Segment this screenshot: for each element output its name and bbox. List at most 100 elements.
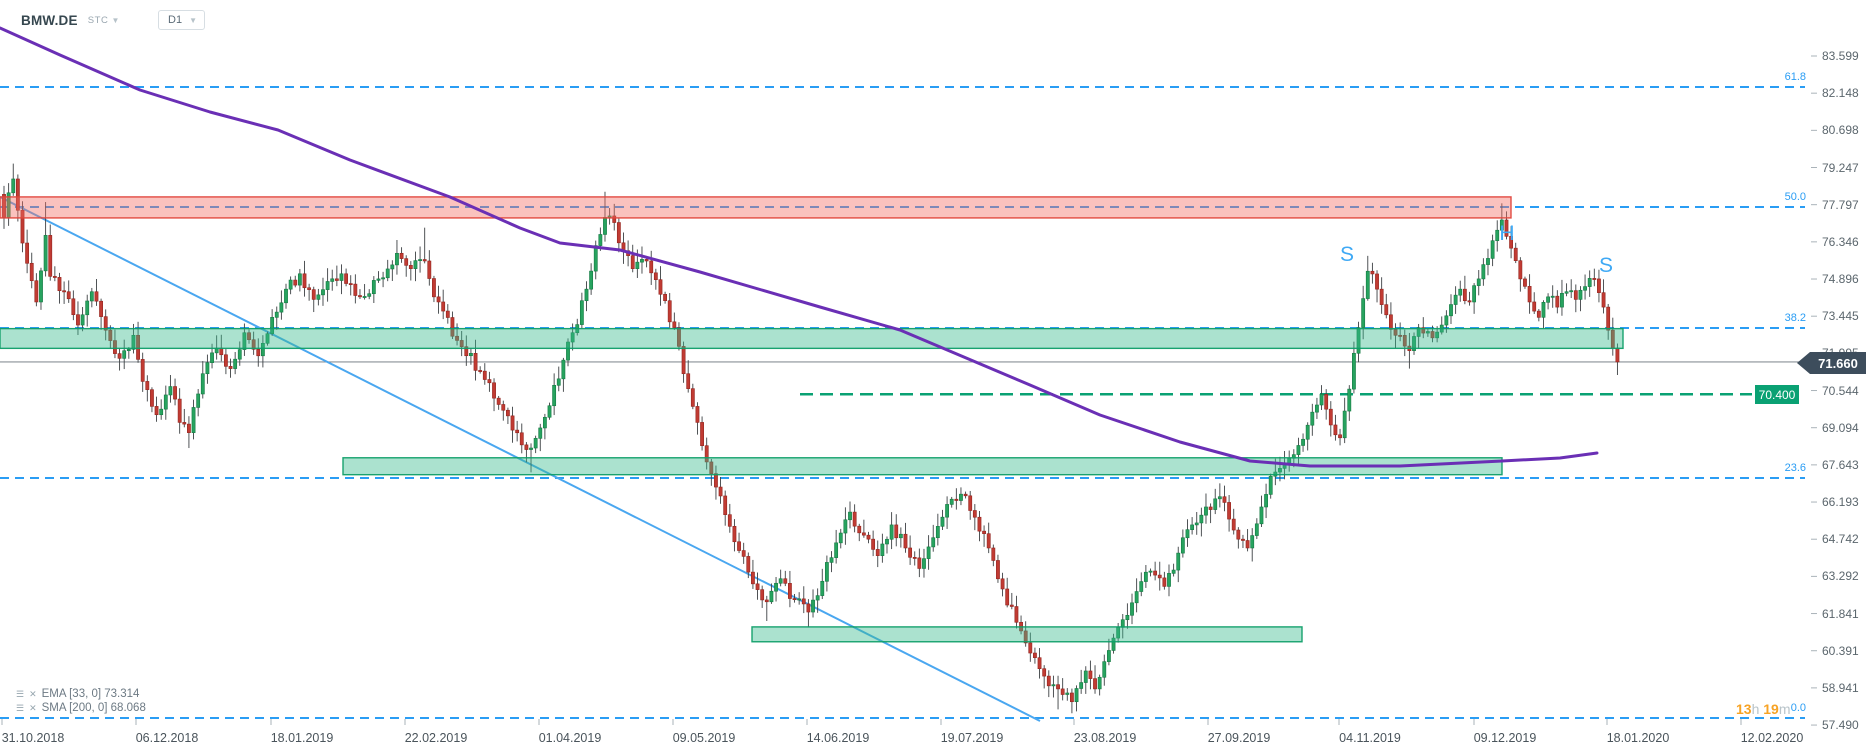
candle-body: [1023, 630, 1028, 644]
candle-body: [233, 358, 238, 369]
candle-body: [510, 415, 515, 431]
candle-body: [76, 314, 80, 326]
candle-body: [1028, 642, 1033, 654]
candle-body: [714, 473, 718, 488]
candle-body: [718, 486, 723, 497]
timeframe-select[interactable]: D1 ▼: [158, 10, 206, 30]
candle-body: [547, 405, 552, 418]
candle-body: [640, 259, 644, 263]
candle-body: [1328, 408, 1333, 426]
date-axis-label: 14.06.2019: [806, 731, 870, 745]
fib-level-label: 61.8: [1784, 71, 1806, 83]
date-axis-label: 19.07.2019: [940, 731, 1004, 745]
date-axis-label: 01.04.2019: [538, 731, 602, 745]
candle-body: [1499, 219, 1504, 231]
candle-body: [422, 259, 427, 262]
candle-body: [1153, 570, 1158, 576]
indicator-settings-icon[interactable]: ☰: [16, 703, 25, 713]
candle-body: [450, 317, 455, 337]
supply-zone[interactable]: [0, 196, 1512, 219]
candle-body: [1356, 327, 1361, 354]
candle-body: [1000, 578, 1005, 590]
price-axis-label: 58.941: [1822, 680, 1859, 695]
candle-body: [274, 311, 279, 318]
candle-body: [1009, 604, 1014, 607]
symbol-type-dropdown[interactable]: STC ▼: [88, 15, 120, 26]
date-axis-label: 18.01.2020: [1606, 731, 1670, 745]
candle-body: [1462, 288, 1467, 302]
candle-body: [579, 300, 584, 325]
candle-body: [1259, 506, 1264, 525]
candle-body: [1134, 591, 1139, 604]
candle-body: [302, 273, 307, 289]
candle-body: [986, 533, 991, 549]
candle-body: [1236, 529, 1241, 540]
candle-body: [1430, 331, 1435, 339]
candle-body: [1254, 523, 1259, 536]
candle-body: [1587, 278, 1592, 287]
candle-body: [603, 217, 607, 235]
demand-zone-middle[interactable]: [342, 457, 1503, 476]
trendline[interactable]: [0, 196, 1041, 722]
candle-body: [219, 347, 224, 356]
candle-body: [1361, 298, 1366, 328]
candle-body: [339, 273, 344, 281]
candle-body: [1241, 538, 1245, 541]
candle-body: [85, 300, 90, 316]
candle-body: [797, 598, 802, 601]
fib-level-label: 23.6: [1784, 462, 1806, 474]
candle-countdown-watermark: 13h 19m: [1736, 701, 1791, 717]
candle-body: [224, 354, 228, 367]
candle-body: [1319, 393, 1324, 406]
candle-body: [173, 386, 177, 400]
candle-body: [667, 300, 672, 323]
candle-body: [616, 222, 621, 244]
demand-zone-lower[interactable]: [751, 626, 1303, 643]
candle-body: [20, 209, 25, 244]
candle-body: [1573, 290, 1578, 300]
candle-body: [455, 335, 459, 341]
candle-body: [811, 599, 815, 613]
candle-body: [29, 262, 34, 282]
candle-body: [1204, 506, 1208, 516]
candle-body: [1046, 675, 1051, 687]
candle-body: [760, 589, 765, 601]
close-icon[interactable]: ✕: [29, 689, 37, 699]
date-axis-label: 31.10.2018: [1, 731, 65, 745]
candle-body: [57, 277, 62, 292]
candle-body: [589, 270, 594, 290]
candle-body: [700, 422, 704, 446]
close-icon[interactable]: ✕: [29, 703, 37, 713]
sma200-line[interactable]: [0, 26, 1599, 468]
candle-body: [1592, 278, 1597, 280]
price-axis-label: 74.896: [1822, 272, 1859, 287]
candle-body: [727, 514, 732, 527]
chevron-down-icon: ▼: [111, 15, 121, 25]
sma-legend-label: SMA [200, 0] 68.068: [41, 702, 146, 714]
candle-body: [330, 278, 335, 282]
legend-row-ema: ☰ ✕ EMA [33, 0] 73.314: [16, 687, 146, 701]
candle-body: [1074, 688, 1079, 703]
candle-body: [311, 289, 316, 300]
symbol-name[interactable]: BMW.DE: [21, 12, 78, 28]
candle-body: [1231, 518, 1236, 531]
candle-body: [1296, 445, 1301, 455]
price-axis-label: 80.698: [1822, 123, 1859, 138]
candle-body: [1467, 300, 1472, 303]
candle-body: [1615, 347, 1620, 363]
candle-body: [122, 350, 127, 359]
demand-zone-upper[interactable]: [0, 327, 1624, 350]
indicator-settings-icon[interactable]: ☰: [16, 689, 25, 699]
candle-body: [395, 252, 399, 266]
chart-header: BMW.DE STC ▼ D1 ▼: [21, 10, 206, 30]
candle-body: [709, 461, 714, 474]
candle-body: [62, 290, 66, 293]
date-axis-label: 04.11.2019: [1339, 731, 1401, 745]
candle-body: [478, 370, 483, 372]
candle-body: [1143, 571, 1148, 582]
candle-body: [954, 498, 959, 501]
candle-body: [15, 178, 20, 211]
candle-body: [200, 373, 205, 395]
candle-body: [1389, 314, 1393, 330]
